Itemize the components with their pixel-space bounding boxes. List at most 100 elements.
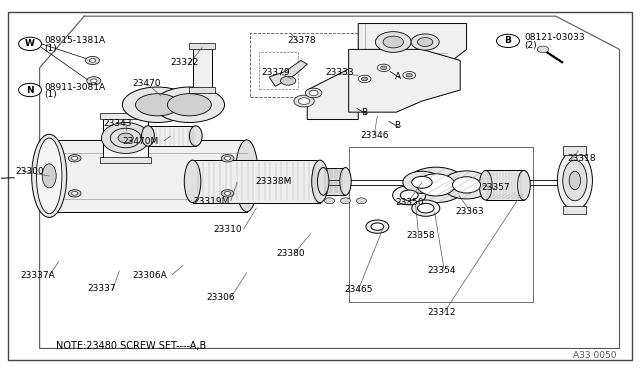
Circle shape (90, 59, 96, 62)
Ellipse shape (479, 170, 492, 200)
Bar (148, 126, 196, 146)
Circle shape (356, 198, 367, 204)
Circle shape (358, 75, 371, 83)
Ellipse shape (31, 134, 67, 217)
Ellipse shape (518, 170, 531, 200)
Ellipse shape (563, 160, 587, 201)
Ellipse shape (42, 164, 56, 188)
Ellipse shape (376, 32, 411, 52)
Text: B: B (504, 36, 511, 45)
Bar (49, 140, 246, 212)
Text: 23363: 23363 (456, 206, 484, 216)
Text: 23338M: 23338M (255, 177, 291, 186)
Polygon shape (358, 23, 467, 64)
Circle shape (400, 190, 418, 201)
Bar (323, 167, 346, 195)
Bar (563, 147, 586, 155)
Circle shape (371, 223, 384, 230)
Text: 23378: 23378 (287, 36, 316, 45)
Ellipse shape (154, 87, 225, 122)
Text: 23319M: 23319M (194, 197, 230, 206)
Text: 23380: 23380 (276, 249, 305, 258)
Circle shape (403, 171, 441, 193)
Text: 23358: 23358 (406, 231, 435, 240)
Circle shape (87, 77, 100, 85)
Bar (563, 206, 586, 214)
Text: B: B (361, 108, 367, 118)
Text: 23465: 23465 (344, 285, 372, 294)
Text: (2): (2) (524, 41, 536, 50)
Bar (100, 157, 151, 163)
Circle shape (68, 190, 81, 197)
Text: 23333: 23333 (325, 68, 354, 77)
Circle shape (442, 171, 491, 199)
Circle shape (406, 73, 412, 77)
Circle shape (538, 46, 548, 53)
Text: 08915-1381A: 08915-1381A (45, 36, 106, 45)
Bar (100, 113, 151, 119)
Text: 23306: 23306 (207, 293, 235, 302)
Text: 23470: 23470 (132, 79, 161, 88)
Text: 23343: 23343 (103, 119, 132, 128)
Text: 23357: 23357 (481, 183, 510, 192)
Circle shape (19, 37, 42, 51)
Circle shape (72, 157, 78, 160)
Circle shape (362, 77, 368, 81)
Ellipse shape (168, 94, 211, 116)
Text: 23310: 23310 (213, 225, 241, 234)
Polygon shape (269, 61, 307, 86)
Bar (103, 116, 148, 160)
Circle shape (412, 200, 440, 216)
Circle shape (405, 167, 467, 203)
Circle shape (225, 192, 231, 195)
Ellipse shape (141, 126, 154, 146)
Text: 08911-3081A: 08911-3081A (45, 83, 106, 92)
Circle shape (366, 220, 389, 233)
Ellipse shape (122, 87, 193, 122)
Ellipse shape (136, 94, 179, 116)
Ellipse shape (101, 122, 150, 153)
Text: 23379: 23379 (261, 68, 290, 77)
Circle shape (46, 172, 59, 180)
Text: 23318: 23318 (567, 154, 596, 163)
Circle shape (417, 203, 434, 213)
Circle shape (393, 186, 426, 205)
Circle shape (19, 83, 42, 97)
Bar (193, 46, 212, 90)
Circle shape (91, 79, 97, 83)
Circle shape (225, 157, 231, 160)
Text: 23350: 23350 (395, 198, 424, 207)
Text: 23306A: 23306A (132, 271, 167, 280)
Circle shape (378, 64, 390, 71)
Bar (193, 160, 320, 203)
Text: 23312: 23312 (427, 308, 456, 317)
Text: 23354: 23354 (427, 266, 456, 275)
Circle shape (86, 57, 100, 64)
Circle shape (417, 174, 455, 196)
Text: 23337: 23337 (88, 284, 116, 293)
Ellipse shape (569, 171, 580, 190)
Circle shape (452, 177, 481, 193)
Text: 23300: 23300 (15, 167, 44, 176)
Circle shape (324, 198, 335, 204)
Ellipse shape (383, 36, 403, 48)
Circle shape (68, 155, 81, 162)
Circle shape (403, 71, 415, 79)
Ellipse shape (417, 38, 433, 46)
Ellipse shape (184, 160, 201, 203)
Circle shape (298, 98, 310, 105)
Circle shape (340, 198, 351, 204)
Text: W: W (25, 39, 35, 48)
Ellipse shape (118, 133, 133, 143)
Ellipse shape (340, 167, 351, 195)
Circle shape (309, 90, 318, 96)
Text: 23470M: 23470M (122, 137, 159, 146)
Ellipse shape (312, 160, 328, 203)
Ellipse shape (557, 151, 593, 210)
Text: NOTE:23480 SCREW SET----A,B: NOTE:23480 SCREW SET----A,B (56, 340, 206, 350)
Text: 23322: 23322 (170, 58, 198, 67)
Circle shape (497, 34, 520, 48)
Ellipse shape (236, 140, 258, 212)
Text: N: N (26, 86, 34, 94)
Ellipse shape (317, 167, 329, 195)
